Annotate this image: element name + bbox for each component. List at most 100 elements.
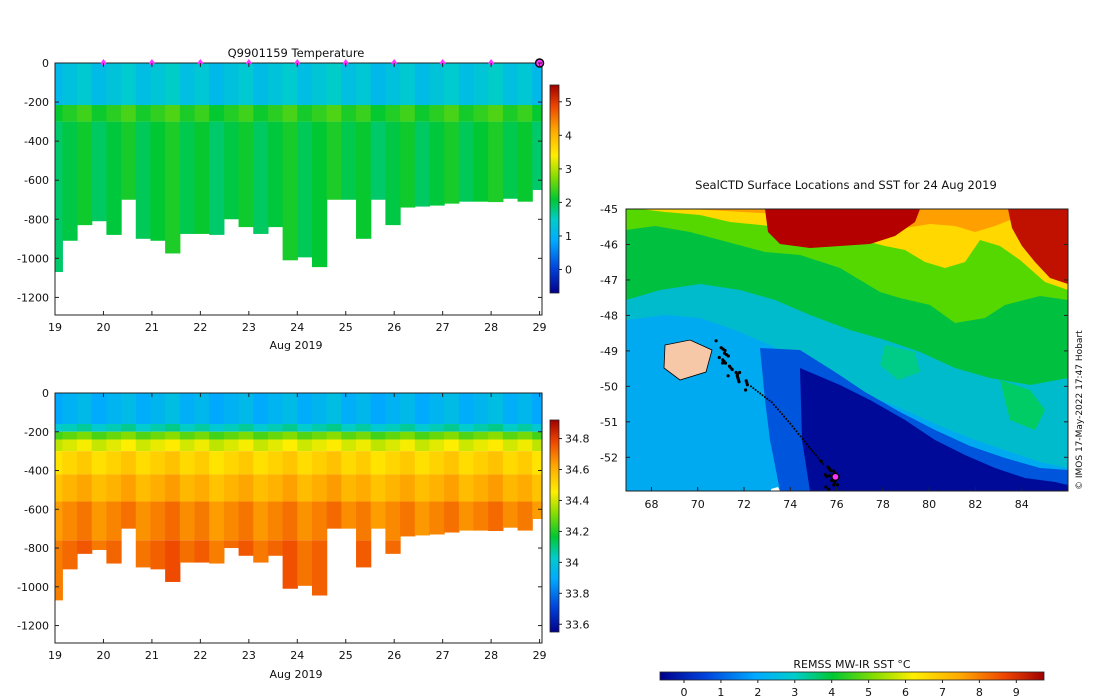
track-point (819, 459, 824, 463)
profile-cell (194, 439, 210, 452)
lon-tick-label: 78 (876, 498, 890, 511)
profile-cell (135, 121, 152, 239)
profile-cell (370, 105, 386, 122)
temperature-x-label: Aug 2019 (270, 339, 323, 352)
x-tick-label: 26 (387, 649, 401, 662)
profile-cell (55, 431, 63, 440)
profile-cell (385, 105, 401, 122)
profile-cell (106, 121, 122, 235)
profile-cell (356, 540, 372, 568)
profile-cell (179, 439, 196, 452)
x-tick-label: 22 (193, 321, 207, 334)
profile-cell (194, 474, 210, 502)
profile-cell (121, 439, 137, 452)
profile-cell (385, 540, 401, 554)
profile-cell (267, 501, 284, 541)
sst-colorbar-label: REMSS MW-IR SST °C (793, 658, 911, 671)
profile-cell (502, 431, 519, 440)
sst-colorbar-ticks: 0 1 2 3 4 5 6 7 8 9 (681, 680, 1020, 699)
profile-cell (341, 431, 357, 440)
profile-cell (253, 540, 269, 563)
track-point (799, 435, 802, 438)
track-point (832, 483, 836, 487)
profile-cell (150, 451, 166, 475)
profile-cell (194, 540, 210, 563)
lat-tick-label: -47 (600, 274, 618, 287)
profile-cell (282, 501, 298, 541)
profile-cell (429, 439, 445, 452)
profile-cell (311, 105, 328, 122)
track-point (835, 483, 840, 487)
track-point (824, 485, 828, 489)
profile-cell (91, 439, 107, 452)
profile-cell (473, 431, 489, 440)
profile-cell (267, 451, 284, 475)
profile-cell (282, 105, 298, 122)
profile-cell (150, 431, 166, 440)
sst-colorbar-tick-label: 9 (1013, 686, 1020, 699)
x-tick-label: 20 (96, 649, 110, 662)
lon-tick-label: 72 (737, 498, 751, 511)
track-point (833, 480, 837, 485)
sst-map-title: SealCTD Surface Locations and SST for 24… (695, 178, 997, 192)
profile-cell (55, 105, 63, 122)
profile-cell (135, 501, 152, 541)
profile-cell (165, 431, 181, 440)
profile-cell (400, 63, 416, 105)
profile-cell (135, 439, 152, 452)
lat-tick-label: -51 (600, 416, 618, 429)
profile-cell (414, 474, 431, 502)
profile-cell (238, 424, 254, 432)
profile-cell (77, 121, 93, 226)
temperature-panel: Q9901159 Temperature 19 20 21 22 23 24 25 26 27 2… (17, 46, 572, 352)
profile-cell (517, 121, 533, 202)
lon-tick-label: 84 (1015, 498, 1029, 511)
profile-cell (91, 121, 107, 222)
surface-marker (342, 59, 349, 66)
profile-cell (400, 439, 416, 452)
profile-cell (341, 424, 357, 432)
surface-marker (197, 59, 204, 66)
track-point (744, 379, 748, 383)
profile-cell (253, 121, 269, 234)
profile-cell (238, 431, 254, 440)
profile-cell (209, 474, 225, 502)
track-point (789, 422, 792, 425)
track-point (714, 339, 718, 343)
profile-cell (282, 393, 298, 425)
profile-cell (429, 63, 445, 105)
profile-cell (517, 424, 533, 432)
profile-cell (326, 105, 342, 122)
profile-cell (165, 424, 181, 432)
profile-cell (165, 121, 181, 254)
track-point (805, 443, 808, 446)
profile-cell (488, 105, 504, 122)
profile-cell (55, 424, 63, 432)
track-point (738, 370, 742, 375)
profile-cell (414, 424, 431, 432)
profile-cell (106, 105, 122, 122)
profile-cell (165, 501, 181, 541)
profile-cell (135, 451, 152, 475)
profile-cell (400, 474, 416, 502)
profile-cell (121, 501, 137, 529)
profile-cell (150, 105, 166, 122)
profile-cell (194, 424, 210, 432)
profile-cell (370, 439, 386, 452)
track-point (774, 406, 777, 409)
profile-cell (297, 501, 313, 541)
profile-cell (502, 105, 519, 122)
surface-marker (245, 59, 252, 66)
track-point (768, 399, 771, 402)
profile-cell (517, 451, 533, 475)
profile-cell (429, 424, 445, 432)
lon-tick-label: 76 (830, 498, 844, 511)
profile-cell (209, 393, 225, 425)
track-point (815, 454, 817, 457)
track-point (813, 452, 816, 455)
colorbar-tick-label: 33.8 (565, 587, 590, 600)
profile-cell (326, 439, 342, 452)
profile-cell (311, 393, 328, 425)
profile-cell (297, 393, 313, 425)
profile-cell (517, 439, 533, 452)
